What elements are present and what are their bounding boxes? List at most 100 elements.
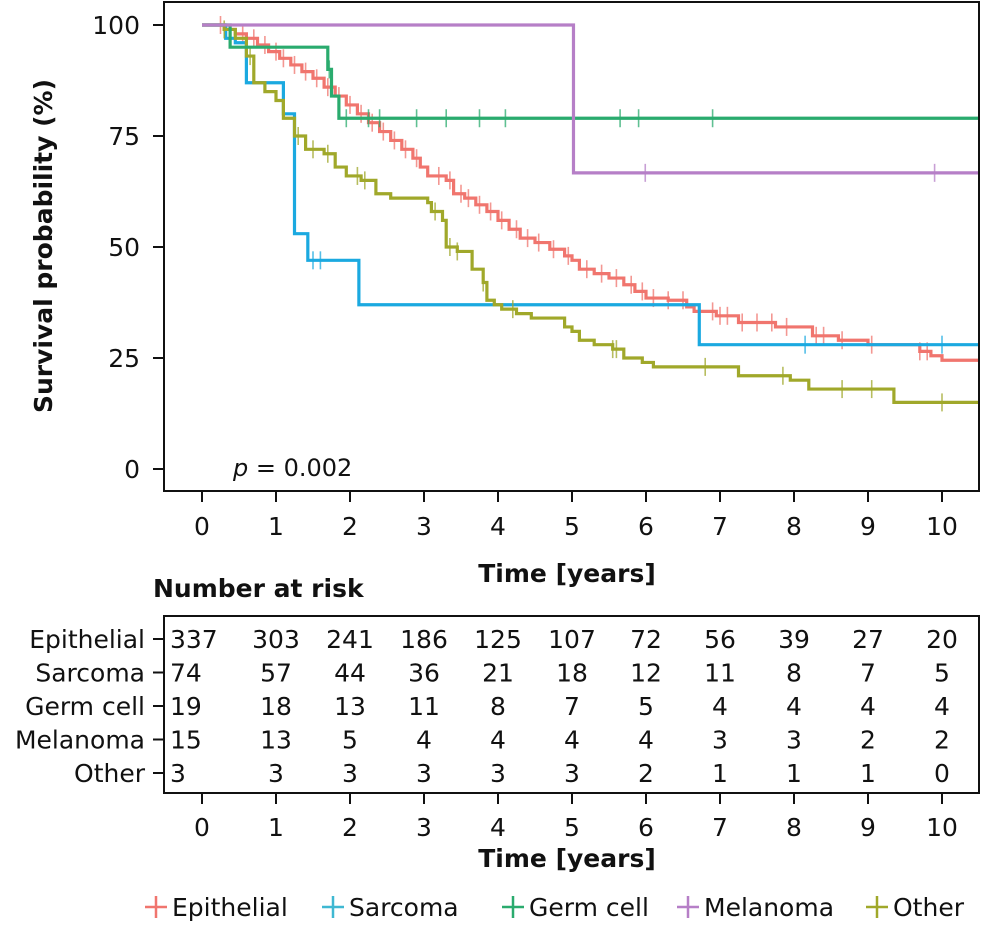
risk-x-tick-label: 7 (712, 813, 728, 842)
legend-item: Other (866, 893, 965, 922)
y-axis-title: Survival probability (%) (29, 79, 58, 413)
series-germ-cell (202, 23, 978, 128)
risk-cell: 44 (334, 659, 366, 688)
risk-row-label: Epithelial (29, 625, 145, 654)
risk-cell: 15 (170, 726, 202, 755)
p-value-annotation: p = 0.002 (232, 454, 352, 482)
risk-x-tick-label: 9 (860, 813, 876, 842)
risk-cell: 4 (860, 692, 876, 721)
y-tick-label: 25 (108, 344, 140, 373)
y-tick-label: 0 (124, 455, 140, 484)
series-melanoma (202, 23, 978, 182)
risk-cell: 1 (786, 759, 802, 788)
risk-cell: 21 (482, 659, 514, 688)
legend-item: Germ cell (502, 893, 649, 922)
legend-label: Germ cell (529, 893, 649, 922)
risk-cell: 3 (342, 759, 358, 788)
risk-cell: 3 (170, 759, 186, 788)
risk-cell: 7 (860, 659, 876, 688)
risk-cell: 3 (564, 759, 580, 788)
risk-row-label: Melanoma (15, 726, 145, 755)
risk-cell: 13 (260, 726, 292, 755)
risk-cell: 7 (564, 692, 580, 721)
series-sarcoma (202, 23, 978, 354)
x-tick-label: 10 (926, 512, 958, 541)
risk-cell: 8 (786, 659, 802, 688)
risk-cell: 18 (260, 692, 292, 721)
y-axis: 0 25 50 75 100 (92, 11, 164, 484)
y-tick-label: 75 (108, 122, 140, 151)
risk-cell: 2 (860, 726, 876, 755)
risk-cell: 4 (564, 726, 580, 755)
risk-row-label: Germ cell (25, 692, 145, 721)
y-tick-label: 50 (108, 233, 140, 262)
survival-line (202, 23, 978, 404)
risk-cell: 4 (712, 692, 728, 721)
risk-cell: 72 (630, 625, 662, 654)
x-tick-label: 9 (860, 512, 876, 541)
risk-cell: 107 (548, 625, 596, 654)
survival-line (202, 23, 978, 347)
risk-cell: 18 (556, 659, 588, 688)
risk-cell: 2 (934, 726, 950, 755)
risk-cell: 12 (630, 659, 662, 688)
risk-cell: 3 (786, 726, 802, 755)
x-tick-label: 4 (490, 512, 506, 541)
x-tick-label: 2 (342, 512, 358, 541)
legend-label: Other (893, 893, 965, 922)
risk-cell: 337 (170, 625, 218, 654)
risk-cell: 74 (170, 659, 202, 688)
risk-cell: 39 (778, 625, 810, 654)
risk-cell: 5 (638, 692, 654, 721)
p-value: = 0.002 (248, 454, 352, 482)
series-epithelial (202, 16, 978, 362)
risk-row-label: Sarcoma (35, 659, 145, 688)
risk-cell: 57 (260, 659, 292, 688)
x-tick-label: 7 (712, 512, 728, 541)
risk-x-tick-label: 0 (194, 813, 210, 842)
risk-cell: 125 (474, 625, 522, 654)
risk-cell: 13 (334, 692, 366, 721)
legend-item: Melanoma (677, 893, 834, 922)
risk-x-tick-label: 2 (342, 813, 358, 842)
risk-x-tick-label: 5 (564, 813, 580, 842)
survival-curves (202, 16, 978, 412)
risk-cell: 2 (638, 759, 654, 788)
risk-row-label: Other (74, 759, 146, 788)
y-tick-label: 100 (92, 11, 140, 40)
legend-label: Epithelial (172, 893, 288, 922)
x-tick-label: 5 (564, 512, 580, 541)
risk-cell: 20 (926, 625, 958, 654)
survival-line (202, 23, 978, 362)
risk-table-x-axis: 0 1 2 3 4 5 6 7 8 9 10 (194, 793, 958, 842)
p-symbol: p (232, 454, 248, 482)
x-axis-title: Time [years] (478, 559, 656, 588)
risk-cell: 3 (712, 726, 728, 755)
risk-x-tick-label: 6 (638, 813, 654, 842)
survival-line (202, 23, 978, 175)
legend-item: Epithelial (145, 893, 288, 922)
risk-cell: 4 (490, 726, 506, 755)
risk-cell: 1 (712, 759, 728, 788)
x-tick-label: 3 (416, 512, 432, 541)
x-tick-label: 1 (268, 512, 284, 541)
risk-cell: 1 (860, 759, 876, 788)
risk-x-tick-label: 3 (416, 813, 432, 842)
risk-table: Epithelial 337 303 241 186 125 107 72 56 39 27 20Sa… (15, 625, 958, 788)
legend: Epithelial Sarcoma Germ cell Melanoma Other (145, 893, 965, 922)
legend-label: Melanoma (704, 893, 834, 922)
risk-x-tick-label: 8 (786, 813, 802, 842)
series-other (202, 20, 978, 412)
risk-x-tick-label: 4 (490, 813, 506, 842)
risk-cell: 5 (342, 726, 358, 755)
risk-cell: 11 (408, 692, 440, 721)
risk-x-tick-label: 1 (268, 813, 284, 842)
risk-cell: 4 (416, 726, 432, 755)
legend-label: Sarcoma (349, 893, 459, 922)
risk-cell: 3 (490, 759, 506, 788)
risk-cell: 19 (170, 692, 202, 721)
risk-cell: 8 (490, 692, 506, 721)
risk-cell: 56 (704, 625, 736, 654)
risk-cell: 36 (408, 659, 440, 688)
risk-cell: 303 (252, 625, 300, 654)
